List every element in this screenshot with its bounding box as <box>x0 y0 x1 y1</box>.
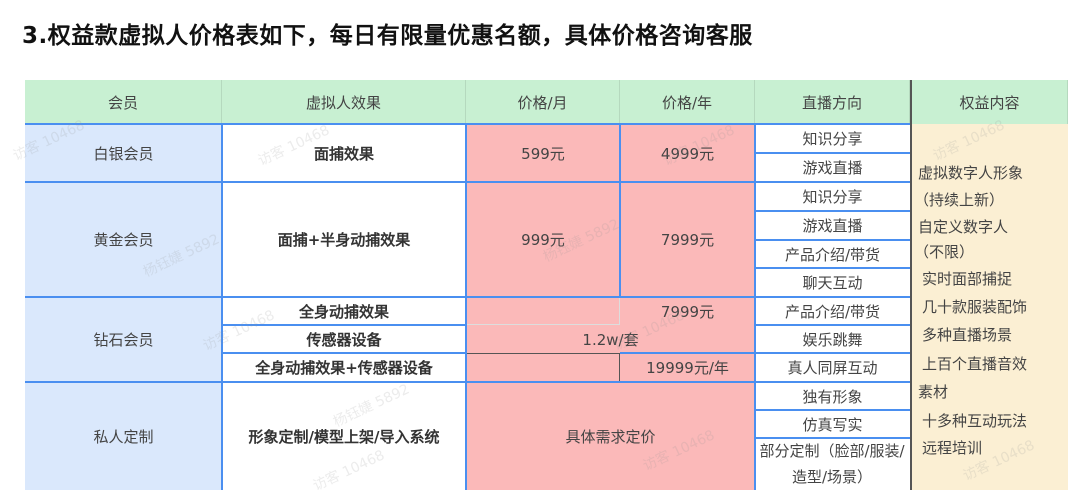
member-custom: 私人定制 <box>25 382 222 490</box>
price-diamond-2: 1.2w/套 <box>466 325 755 353</box>
direction-item: 娱乐跳舞 <box>755 325 910 353</box>
divider <box>25 296 755 298</box>
benefit-line: 上百个直播音效 <box>922 355 1028 373</box>
price-year-silver: 4999元 <box>620 124 755 182</box>
divider <box>755 152 910 154</box>
direction-item: 游戏直播 <box>755 211 910 240</box>
benefit-line: 几十款服装配饰 <box>922 298 1028 316</box>
effect-custom: 形象定制/模型上架/导入系统 <box>222 382 466 490</box>
divider <box>755 324 910 326</box>
direction-item: 真人同屏互动 <box>755 353 910 382</box>
benefit-line: 素材 <box>918 383 949 401</box>
divider <box>222 324 466 326</box>
price-month-silver: 599元 <box>466 124 620 182</box>
direction-item: 游戏直播 <box>755 153 910 182</box>
benefit-line: （持续上新） <box>914 191 1005 209</box>
benefit-line: （不限） <box>914 243 975 261</box>
divider <box>755 437 910 439</box>
benefit-line: 远程培训 <box>922 439 983 457</box>
page-title: 3.权益款虚拟人价格表如下，每日有限量优惠名额，具体价格咨询客服 <box>22 23 753 49</box>
price-custom: 具体需求定价 <box>466 382 755 490</box>
divider <box>25 123 910 125</box>
effect-diamond-2: 传感器设备 <box>222 325 466 353</box>
price-diamond-3: 19999元/年 <box>620 353 755 382</box>
member-silver: 白银会员 <box>25 124 222 182</box>
member-gold: 黄金会员 <box>25 182 222 297</box>
benefits-cell <box>910 124 1068 490</box>
benefit-line: 多种直播场景 <box>922 326 1013 344</box>
divider <box>465 124 467 490</box>
header-member: 会员 <box>25 80 222 124</box>
price-diamond-3-empty <box>466 353 620 382</box>
price-month-gold: 999元 <box>466 182 620 297</box>
divider <box>25 181 755 183</box>
header-month-price: 价格/月 <box>466 80 620 124</box>
benefit-line: 虚拟数字人形象 <box>918 164 1024 182</box>
direction-item: 知识分享 <box>755 182 910 211</box>
effect-silver: 面捕效果 <box>222 124 466 182</box>
divider <box>754 124 756 490</box>
divider <box>222 352 466 354</box>
benefit-line: 实时面部捕捉 <box>922 270 1013 288</box>
direction-item: 产品介绍/带货 <box>755 240 910 268</box>
divider <box>755 210 910 212</box>
effect-gold: 面捕+半身动捕效果 <box>222 182 466 297</box>
price-diamond-1: 7999元 <box>620 297 755 325</box>
divider <box>25 381 755 383</box>
benefit-line: 十多种互动玩法 <box>922 412 1028 430</box>
header-direction: 直播方向 <box>755 80 910 124</box>
member-diamond: 钻石会员 <box>25 297 222 382</box>
price-year-gold: 7999元 <box>620 182 755 297</box>
divider <box>755 239 910 241</box>
price-diamond-1-empty <box>466 297 620 325</box>
divider <box>619 124 621 297</box>
direction-item: 部分定制（脸部/服装/造型/场景） <box>757 438 907 490</box>
divider <box>755 409 910 411</box>
direction-item: 产品介绍/带货 <box>755 297 910 325</box>
divider <box>755 352 910 354</box>
direction-item: 仿真写实 <box>755 410 910 438</box>
divider <box>755 381 910 383</box>
header-effect: 虚拟人效果 <box>222 80 466 124</box>
benefit-line: 自定义数字人 <box>918 218 1009 236</box>
header-benefits: 权益内容 <box>910 80 1068 124</box>
effect-diamond-3: 全身动捕效果+传感器设备 <box>222 353 466 382</box>
direction-item: 聊天互动 <box>755 268 910 297</box>
divider <box>620 352 755 354</box>
divider <box>755 296 910 298</box>
divider <box>755 267 910 269</box>
effect-diamond-1: 全身动捕效果 <box>222 297 466 325</box>
header-year-price: 价格/年 <box>620 80 755 124</box>
direction-item: 知识分享 <box>755 124 910 153</box>
divider <box>755 181 910 183</box>
divider <box>221 124 223 490</box>
direction-item: 独有形象 <box>755 382 910 410</box>
